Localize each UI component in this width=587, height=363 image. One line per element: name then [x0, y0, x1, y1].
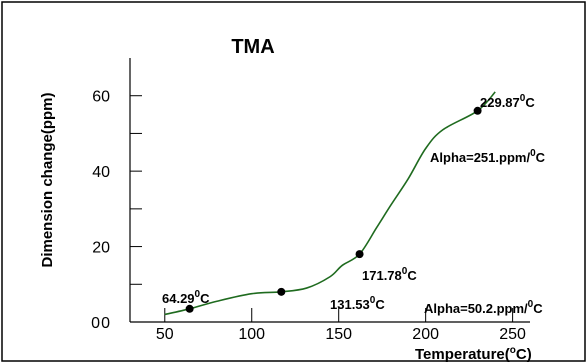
data-point-marker [473, 106, 482, 115]
x-axis-title: Temperature(oC) [415, 345, 532, 363]
y-axis-title: Dimension change(ppm) [39, 92, 56, 267]
origin-label: 0 [91, 315, 100, 332]
x-axis-title-sup: o [510, 345, 516, 356]
data-point-marker [277, 287, 286, 296]
annotation-229-87: 229.870C [480, 93, 535, 110]
y-ticks-group: 0 20 40 60 [92, 89, 142, 332]
x-tick-label: 200 [412, 326, 439, 343]
x-tick-label: 100 [238, 326, 265, 343]
annotation-alpha-50-2: Alpha=50.2.ppm/0C [424, 299, 543, 316]
data-point-marker [355, 250, 364, 259]
series-line [164, 91, 496, 316]
y-tick-label: 20 [92, 240, 110, 257]
x-tick-label: 150 [325, 326, 352, 343]
y-tick-label: 60 [92, 89, 110, 106]
x-tick-label: 250 [499, 326, 526, 343]
data-point-marker [185, 304, 194, 313]
x-axis-title-main: Temperature( [415, 346, 510, 363]
x-ticks-group: 50 100 150 200 250 0 [91, 308, 526, 343]
annotation-alpha-251: Alpha=251.ppm/0C [430, 148, 546, 165]
y-tick-label: 0 [101, 315, 110, 332]
chart-title: TMA [231, 36, 274, 58]
y-tick-label: 40 [92, 164, 110, 181]
x-tick-label: 50 [156, 326, 174, 343]
x-axis-title-unit: C) [516, 346, 532, 363]
markers-group [185, 106, 482, 313]
annotation-171-78: 171.780C [362, 266, 417, 283]
annotation-131-53: 131.530C [330, 295, 385, 312]
annotation-64-29: 64.290C [162, 289, 210, 306]
